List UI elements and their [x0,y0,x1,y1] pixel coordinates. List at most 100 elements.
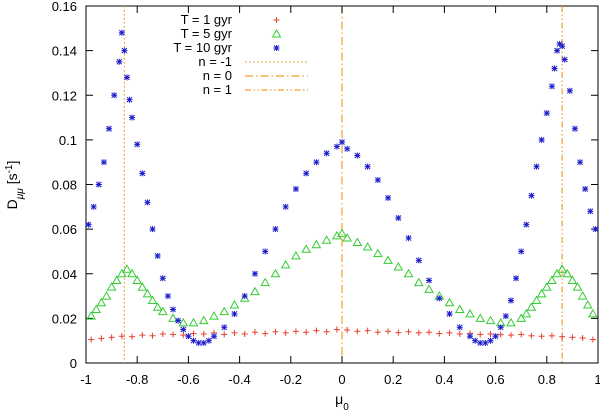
legend-label: n = 1 [203,82,232,97]
data-point [262,248,269,255]
legend-label: n = 0 [203,68,232,83]
data-point [251,329,258,336]
data-point [313,327,320,334]
data-point [157,306,168,316]
data-point [90,203,97,210]
data-point [582,185,589,192]
data-point [526,302,537,311]
data-point [121,47,128,54]
data-point [405,235,412,242]
data-point [111,92,118,99]
data-point [528,332,535,339]
data-point [547,275,557,284]
data-point [231,310,238,317]
x-tick-label: 0.4 [435,372,453,387]
data-point [487,337,494,344]
data-point [465,308,475,318]
data-point [354,152,361,159]
data-point [185,333,192,340]
data-point [301,244,312,253]
legend-label: T = 5 gyr [181,26,233,41]
data-point [497,324,504,331]
legend-marker [273,45,280,51]
data-point [190,337,197,344]
data-point [333,143,340,150]
legend-label: n = -1 [198,54,232,69]
data-point [507,297,514,304]
data-point [352,237,363,247]
x-tick-label: -1 [80,372,92,387]
data-point [426,277,433,284]
data-point [164,293,171,300]
data-point [100,159,107,166]
data-point [339,139,345,146]
y-tick-label: 0.02 [52,311,77,326]
data-point [323,328,330,335]
y-tick-label: 0.12 [52,88,77,103]
y-tick-label: 0.06 [52,222,77,237]
data-point [303,170,310,177]
data-point [251,270,258,277]
data-point [250,286,260,296]
data-point [209,311,219,320]
data-point [149,226,156,233]
data-point [272,226,279,233]
data-point [344,145,351,152]
data-point [262,330,269,337]
x-tick-label: 0.2 [384,372,402,387]
data-point [413,277,424,287]
x-tick-label: 0.8 [538,372,556,387]
data-point [241,293,248,300]
data-point [111,275,122,284]
data-point [475,313,486,322]
x-tick-labels: -1 -0.8 -0.6 -0.4 -0.2 0 0.2 0.4 0.6 0.8 1 [80,372,600,387]
data-point [270,268,281,278]
data-point [291,250,301,260]
data-point [149,332,156,339]
data-point [385,328,392,335]
x-tick-label: 0 [338,372,345,387]
data-point [548,332,555,339]
data-point [492,333,499,340]
data-point [282,329,289,336]
data-point [342,233,352,242]
data-point [587,208,594,215]
data-point [393,262,404,271]
data-point [170,331,177,338]
data-point [88,336,95,343]
data-point [543,110,550,117]
data-point [582,299,593,309]
data-point [551,65,558,72]
data-point [190,330,197,337]
data-point [91,304,102,313]
data-point [516,313,527,322]
data-point [101,291,112,300]
data-point [282,203,289,210]
data-point [518,248,525,255]
data-point [311,239,322,249]
data-point [436,295,443,302]
data-point [385,194,392,201]
data-point [154,252,161,259]
data-point [129,114,136,121]
data-point [487,330,494,337]
data-point [118,333,125,340]
data-point [362,241,373,251]
legend-label: T = 1 gyr [181,12,233,27]
data-point [159,275,166,282]
data-point [533,163,540,170]
data-point [415,329,422,336]
data-point [415,257,422,264]
data-point [569,334,576,341]
data-point [127,268,137,278]
data-point [541,282,552,291]
y-tick-label: 0.1 [59,133,77,148]
data-point [589,336,596,343]
data-point [395,214,402,221]
data-point [98,335,105,342]
data-point [147,295,158,305]
data-point [567,275,578,284]
data-series [85,29,599,346]
data-point [116,58,123,65]
data-point [502,313,509,320]
